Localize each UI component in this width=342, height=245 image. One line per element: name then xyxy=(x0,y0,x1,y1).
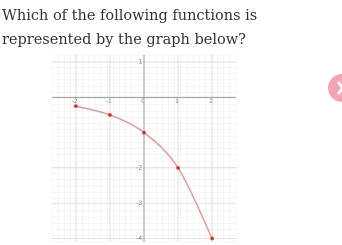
point xyxy=(176,166,180,170)
x-tick-label: 1 xyxy=(175,99,179,105)
x-tick-label: 0 xyxy=(141,99,145,105)
x-tick-label: 2 xyxy=(209,99,213,105)
point xyxy=(74,104,78,108)
y-tick-label: -4 xyxy=(137,236,143,242)
next-arrow[interactable] xyxy=(336,81,342,95)
point xyxy=(210,236,214,241)
y-tick-label: 1 xyxy=(139,60,143,66)
y-tick-label: -3 xyxy=(137,201,143,207)
question-line: represented by the graph below? xyxy=(2,32,246,48)
x-tick-label: -1 xyxy=(106,99,112,105)
question-line: Which of the following functions is xyxy=(2,8,258,24)
x-tick-label: -2 xyxy=(72,99,78,105)
point xyxy=(142,130,146,135)
y-tick-label: -2 xyxy=(137,165,143,171)
point xyxy=(108,113,112,117)
next-button[interactable] xyxy=(328,74,342,102)
